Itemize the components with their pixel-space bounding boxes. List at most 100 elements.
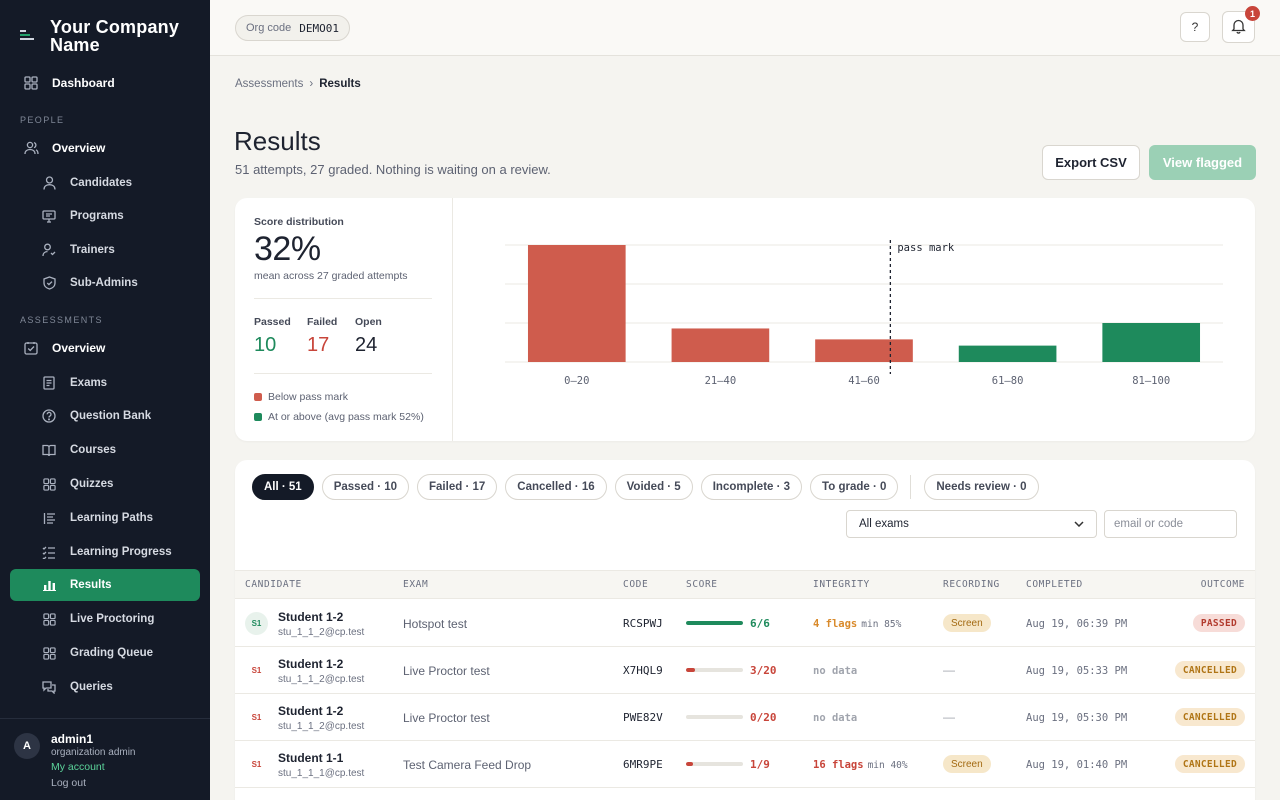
filter-chip[interactable]: To grade · 0 xyxy=(810,474,899,500)
recording-badge[interactable]: Screen xyxy=(943,614,991,632)
sidebar-item-sub-admins[interactable]: Sub-Admins xyxy=(10,267,200,299)
brand-logo[interactable]: Your Company Name xyxy=(20,18,179,54)
th-exam[interactable]: EXAM xyxy=(403,579,429,590)
sidebar-item-dashboard[interactable]: Dashboard xyxy=(10,67,200,99)
users-icon xyxy=(23,140,39,156)
user-role: organization admin xyxy=(51,747,136,758)
chart-bar[interactable] xyxy=(815,339,913,362)
attempt-code: 6MR9PE xyxy=(623,758,663,771)
shield-icon xyxy=(41,275,57,291)
candidate-name[interactable]: Student 1-2 xyxy=(278,704,344,718)
exam-name[interactable]: Hotspot test xyxy=(403,617,468,631)
sidebar-item-label: Courses xyxy=(70,444,117,456)
sidebar-item-people-overview[interactable]: Overview xyxy=(10,132,200,164)
candidate-email: stu_1_1_2@cp.test xyxy=(278,721,365,732)
candidate-avatar: S1 xyxy=(245,706,268,729)
grid-icon xyxy=(41,611,57,627)
chart-bar[interactable] xyxy=(958,345,1057,362)
filter-chip[interactable]: Cancelled · 16 xyxy=(505,474,607,500)
th-score[interactable]: SCORE xyxy=(686,579,718,590)
candidate-email: stu_1_1_2@cp.test xyxy=(278,627,365,638)
sidebar-item-label: Overview xyxy=(52,141,106,155)
sidebar-item-assessments-overview[interactable]: Overview xyxy=(10,332,200,364)
exam-name[interactable]: Live Proctor test xyxy=(403,664,490,678)
legend-swatch-below xyxy=(254,393,262,401)
th-completed[interactable]: COMPLETED xyxy=(1026,579,1083,590)
notifications-button[interactable]: 1 xyxy=(1222,6,1260,43)
chart-tick-label: 41–60 xyxy=(848,375,880,387)
exam-select-value: All exams xyxy=(859,518,909,530)
chart-bar[interactable] xyxy=(527,245,626,362)
search-input[interactable] xyxy=(1104,510,1237,538)
integrity-flags[interactable]: 16 flags xyxy=(813,759,864,771)
outcome-badge: CANCELLED xyxy=(1174,755,1245,773)
grid-icon xyxy=(41,645,57,661)
filter-chip-needs-review[interactable]: Needs review · 0 xyxy=(924,474,1039,500)
topbar: Org code DEMO01 ? 1 xyxy=(210,0,1280,56)
candidate-name[interactable]: Student 1-2 xyxy=(278,657,344,671)
help-button[interactable]: ? xyxy=(1180,12,1210,42)
sidebar-item-quizzes[interactable]: Quizzes xyxy=(10,468,200,500)
breadcrumb-separator: › xyxy=(309,78,314,90)
candidate-email: stu_1_1_1@cp.test xyxy=(278,768,365,779)
candidate-name[interactable]: Student 1-1 xyxy=(278,751,344,765)
sidebar-item-grading-queue[interactable]: Grading Queue xyxy=(10,637,200,669)
breadcrumb-assessments[interactable]: Assessments xyxy=(235,78,304,90)
sidebar-item-courses[interactable]: Courses xyxy=(10,434,200,466)
sidebar-item-candidates[interactable]: Candidates xyxy=(10,167,200,199)
sidebar-item-trainers[interactable]: Trainers xyxy=(10,234,200,266)
chart-bar[interactable] xyxy=(671,328,770,362)
sidebar-item-results[interactable]: Results xyxy=(10,569,200,601)
table-row[interactable]: S1 Student 1-1 stu_1_1_1@cp.test Test Camer… xyxy=(235,741,1255,788)
checkbox-icon xyxy=(23,340,39,356)
filter-chip[interactable]: Voided · 5 xyxy=(614,474,693,500)
sidebar-item-programs[interactable]: Programs xyxy=(10,200,200,232)
chart-tick-label: 61–80 xyxy=(992,375,1024,387)
sidebar-item-learning-paths[interactable]: Learning Paths xyxy=(10,502,200,534)
sidebar-item-queries[interactable]: Queries xyxy=(10,671,200,703)
my-account-link[interactable]: My account xyxy=(51,761,105,773)
th-candidate[interactable]: CANDIDATE xyxy=(245,579,302,590)
th-integrity[interactable]: INTEGRITY xyxy=(813,579,870,590)
exam-select[interactable]: All exams xyxy=(846,510,1097,538)
integrity-cell: no data xyxy=(813,712,857,724)
candidate-name[interactable]: Student 1-2 xyxy=(278,610,344,624)
sidebar-item-exams[interactable]: Exams xyxy=(10,367,200,399)
score-bar-fill xyxy=(686,621,743,625)
sidebar-item-label: Live Proctoring xyxy=(70,613,155,625)
legend-swatch-above xyxy=(254,413,262,421)
filter-chip[interactable]: All · 51 xyxy=(252,474,314,500)
recording-badge[interactable]: Screen xyxy=(943,755,991,773)
filter-chip[interactable]: Incomplete · 3 xyxy=(700,474,803,500)
sidebar-item-live-proctoring[interactable]: Live Proctoring xyxy=(10,603,200,635)
sidebar-item-question-bank[interactable]: Question Bank xyxy=(10,400,200,432)
th-recording[interactable]: RECORDING xyxy=(943,579,1000,590)
integrity-flags[interactable]: 4 flags xyxy=(813,618,858,630)
export-csv-button[interactable]: Export CSV xyxy=(1042,145,1140,180)
th-code[interactable]: CODE xyxy=(623,579,649,590)
trainer-icon xyxy=(41,242,57,258)
chart-bar[interactable] xyxy=(1102,323,1201,362)
exam-name[interactable]: Test Camera Feed Drop xyxy=(403,758,532,772)
results-table-card: All · 51 Passed · 10 Failed · 17 Cancelled … xyxy=(235,460,1255,800)
avatar[interactable]: A xyxy=(14,733,40,759)
table-row[interactable]: S1 Student 1-2 stu_1_1_2@cp.test Hotspot te… xyxy=(235,600,1255,647)
exam-name[interactable]: Live Proctor test xyxy=(403,711,490,725)
sidebar-item-learning-progress[interactable]: Learning Progress xyxy=(10,536,200,568)
legend-above: At or above (avg pass mark 52%) xyxy=(254,411,424,423)
chat-icon xyxy=(41,679,57,695)
table-row[interactable]: S1 Student 1-2 stu_1_1_2@cp.test Live Proct… xyxy=(235,694,1255,741)
sidebar-item-label: Question Bank xyxy=(70,410,152,422)
candidate-avatar: S1 xyxy=(245,659,268,682)
chart-tick-label: 21–40 xyxy=(705,375,737,387)
sidebar-item-label: Programs xyxy=(70,210,124,222)
sidebar-item-label: Dashboard xyxy=(52,76,115,90)
filter-chip[interactable]: Failed · 17 xyxy=(417,474,498,500)
view-flagged-button[interactable]: View flagged xyxy=(1149,145,1256,180)
filter-chip[interactable]: Passed · 10 xyxy=(321,474,410,500)
table-row[interactable]: S1 Student 1-2 stu_1_1_2@cp.test Live Proct… xyxy=(235,647,1255,694)
logout-link[interactable]: Log out xyxy=(51,777,87,789)
th-outcome[interactable]: OUTCOME xyxy=(1200,579,1245,590)
chart-tick-label: 81–100 xyxy=(1132,375,1170,387)
kpi-failed-value: 17 xyxy=(307,334,330,356)
